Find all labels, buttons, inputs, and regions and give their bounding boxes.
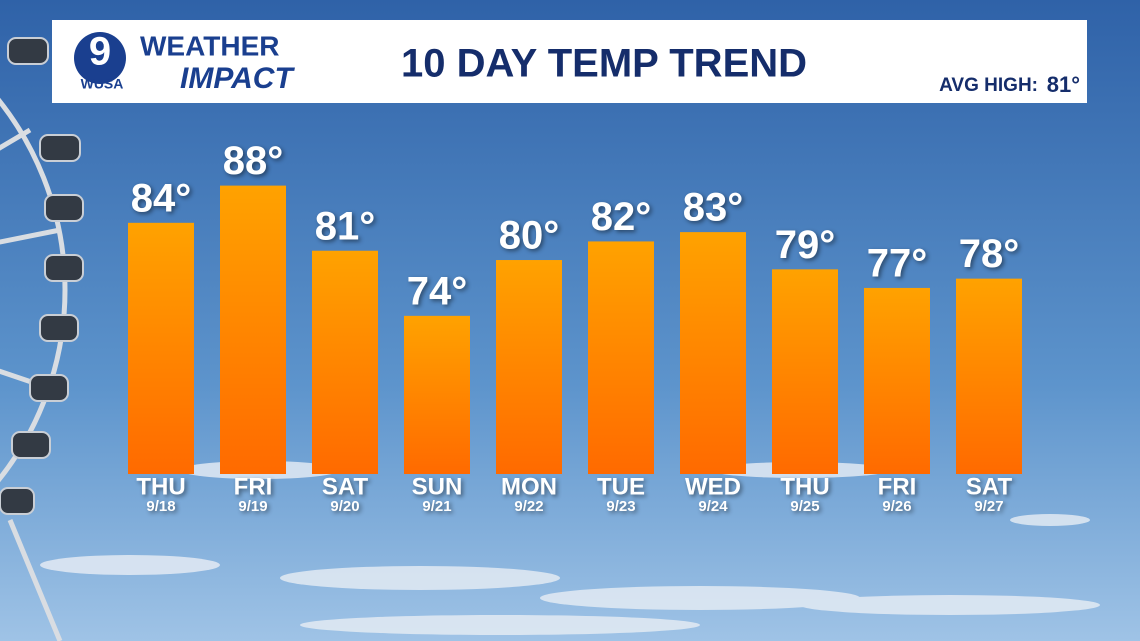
bar xyxy=(128,222,194,474)
header-bar xyxy=(52,20,1087,103)
date-label: 9/20 xyxy=(330,498,359,515)
date-label: 9/24 xyxy=(698,498,728,515)
avg-high-value: 81° xyxy=(1047,72,1080,97)
logo-circle xyxy=(74,32,126,84)
brand-top: WEATHER xyxy=(140,30,279,61)
date-label: 9/21 xyxy=(422,498,451,515)
bar xyxy=(864,287,930,474)
day-label: THU xyxy=(780,473,829,500)
bar xyxy=(312,250,378,474)
value-label: 80° xyxy=(499,214,560,258)
avg-high-label: AVG HIGH: xyxy=(939,75,1038,96)
bar xyxy=(496,260,562,474)
day-label: SUN xyxy=(412,473,463,500)
date-label: 9/22 xyxy=(514,498,543,515)
day-label: THU xyxy=(136,473,185,500)
date-label: 9/25 xyxy=(790,498,819,515)
day-label: SAT xyxy=(966,473,1013,500)
ferris-wheel xyxy=(0,97,68,641)
value-label: 81° xyxy=(315,204,376,248)
value-label: 77° xyxy=(867,242,928,286)
bar xyxy=(404,315,470,474)
value-label: 84° xyxy=(131,176,192,220)
value-label: 78° xyxy=(959,232,1020,276)
day-label: MON xyxy=(501,473,557,500)
day-label: FRI xyxy=(234,473,273,500)
value-label: 83° xyxy=(683,186,744,230)
gondolas xyxy=(0,37,84,515)
logo-number: 9 xyxy=(89,30,111,74)
value-label: 74° xyxy=(407,269,468,313)
bar xyxy=(680,232,746,474)
value-label: 88° xyxy=(223,139,284,183)
brand-bottom: IMPACT xyxy=(180,62,295,95)
date-label: 9/18 xyxy=(146,498,175,515)
value-label: 79° xyxy=(775,223,836,267)
date-label: 9/19 xyxy=(238,498,267,515)
value-label: 82° xyxy=(591,195,652,239)
date-label: 9/23 xyxy=(606,498,635,515)
bar xyxy=(588,241,654,474)
day-label: SAT xyxy=(322,473,369,500)
day-label: WED xyxy=(685,473,741,500)
day-label: FRI xyxy=(878,473,917,500)
date-label: 9/26 xyxy=(882,498,911,515)
bar xyxy=(956,278,1022,474)
bar xyxy=(772,269,838,474)
date-label: 9/27 xyxy=(974,498,1003,515)
day-label: TUE xyxy=(597,473,645,500)
chart-title: 10 DAY TEMP TREND xyxy=(401,42,807,86)
bar xyxy=(220,185,286,474)
logo-text: WUSA xyxy=(81,76,124,92)
plot: 84°THU9/1888°FRI9/1981°SAT9/2074°SUN9/21… xyxy=(128,139,1022,515)
